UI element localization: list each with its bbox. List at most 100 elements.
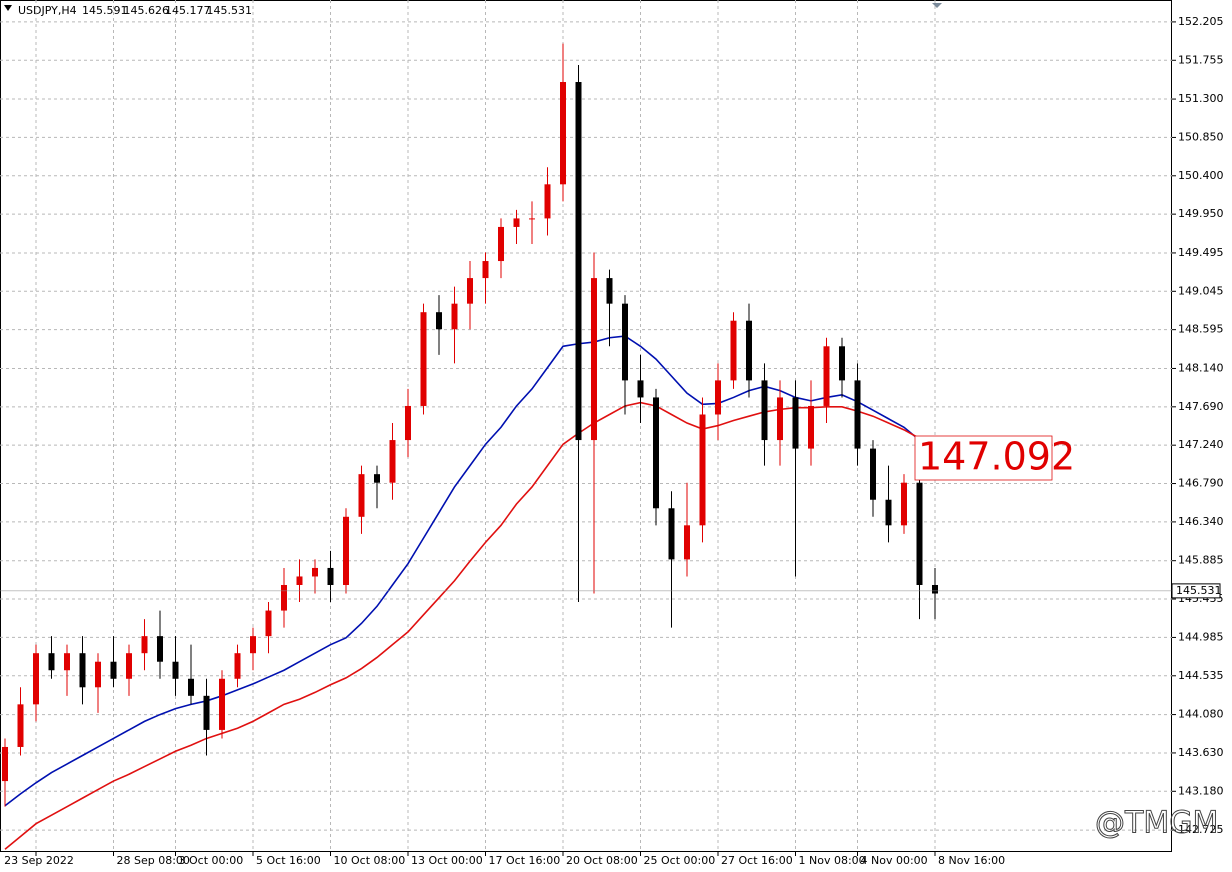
shift-marker [932,3,942,8]
candle-body [668,508,675,560]
candle-body [33,653,39,705]
candle-body [126,653,132,679]
x-tick-label: 17 Oct 16:00 [489,854,561,867]
y-tick-label: 152.205 [1178,15,1224,28]
candle-body [637,380,644,398]
candle-body [901,482,907,526]
x-tick-label: 23 Sep 2022 [4,854,74,867]
candle-body [746,320,752,381]
candle-body [17,704,24,747]
level-label: 147.092 [918,435,1075,479]
candle-body [250,636,256,654]
x-tick-label: 1 Nov 08:00 [799,854,866,867]
candle-body [730,320,737,381]
y-tick-label: 150.850 [1178,130,1224,143]
y-tick-label: 144.080 [1178,708,1224,721]
candle-body [932,584,938,594]
x-tick-label: 4 Nov 00:00 [861,854,928,867]
y-tick-label: 151.300 [1178,92,1224,105]
watermark: @TMGM [1095,806,1218,841]
y-tick-label: 146.790 [1178,477,1224,490]
candle-body [234,653,241,679]
candle-body [916,482,923,585]
y-tick-label: 149.495 [1178,246,1224,259]
y-tick-label: 145.885 [1178,554,1224,567]
candle-body [529,218,535,220]
x-tick-label: 8 Nov 16:00 [938,854,1005,867]
x-tick-label: 3 Oct 00:00 [179,854,244,867]
candle-body [870,448,876,500]
quote-value: 145.626 [124,4,170,17]
candle-body [141,636,148,654]
candle-body [451,303,458,330]
quote-value: 145.177 [165,4,211,17]
candle-body [575,82,582,441]
menu-arrow[interactable] [4,5,12,11]
y-tick-label: 151.755 [1178,53,1224,66]
x-tick-label: 27 Oct 16:00 [721,854,793,867]
candle-body [606,278,613,304]
x-tick-label: 25 Oct 00:00 [644,854,716,867]
price-tag-box [1171,583,1221,599]
x-tick-label: 5 Oct 16:00 [256,854,321,867]
candle-body [560,82,566,185]
candle-body [622,303,628,381]
candle-body [2,746,8,782]
y-tick-label: 147.240 [1178,438,1224,451]
candle-body [498,226,504,262]
candle-body [467,278,473,304]
candle-body [839,346,845,381]
candle-body [64,653,70,671]
candle-body [343,516,349,585]
y-tick-label: 143.180 [1178,784,1224,797]
y-tick-label: 149.950 [1178,207,1224,220]
candle-body [854,380,861,449]
y-tick-label: 147.690 [1178,400,1224,413]
x-tick-label: 20 Oct 08:00 [566,854,638,867]
y-tick-label: 150.400 [1178,169,1224,182]
price-tag: 145.531 [1176,584,1222,597]
y-tick-label: 143.630 [1178,746,1224,759]
symbol: USDJPY,H4 [18,4,77,17]
candle-body [715,380,721,415]
candle-body [482,261,489,279]
candle-body [885,499,892,526]
x-tick-label: 13 Oct 00:00 [411,854,483,867]
candle-body [591,278,597,441]
candle-body [79,653,86,688]
candle-body [761,380,768,441]
candle-body [157,636,163,662]
candle-body [808,405,814,449]
quote-value: 145.531 [207,4,253,17]
candle-body [513,218,520,227]
candle-body [389,440,396,483]
candle-body [699,414,706,526]
level-label-box [914,435,1053,481]
candle-body [265,610,272,637]
candle-body [436,312,442,330]
candle-body [281,584,287,611]
x-tick-label: 10 Oct 08:00 [334,854,406,867]
candle-body [777,397,783,441]
y-tick-label: 146.340 [1178,515,1224,528]
candle-body [219,678,225,730]
quote-value: 145.591 [82,4,128,17]
y-tick-label: 148.140 [1178,361,1224,374]
x-tick-label: 28 Sep 08:00 [117,854,190,867]
candle-body [203,695,210,730]
candle-body [684,525,690,560]
candle-body [327,567,334,585]
y-tick-label: 148.595 [1178,323,1224,336]
candle-body [420,312,427,406]
candle-body [296,576,303,585]
candle-body [405,405,411,441]
candle-body [823,346,830,406]
candle-body [188,678,194,696]
y-tick-label: 144.985 [1178,630,1224,643]
candle-body [48,653,55,671]
plot-area [0,0,1172,852]
candle-body [312,567,318,577]
candle-body [95,661,101,688]
